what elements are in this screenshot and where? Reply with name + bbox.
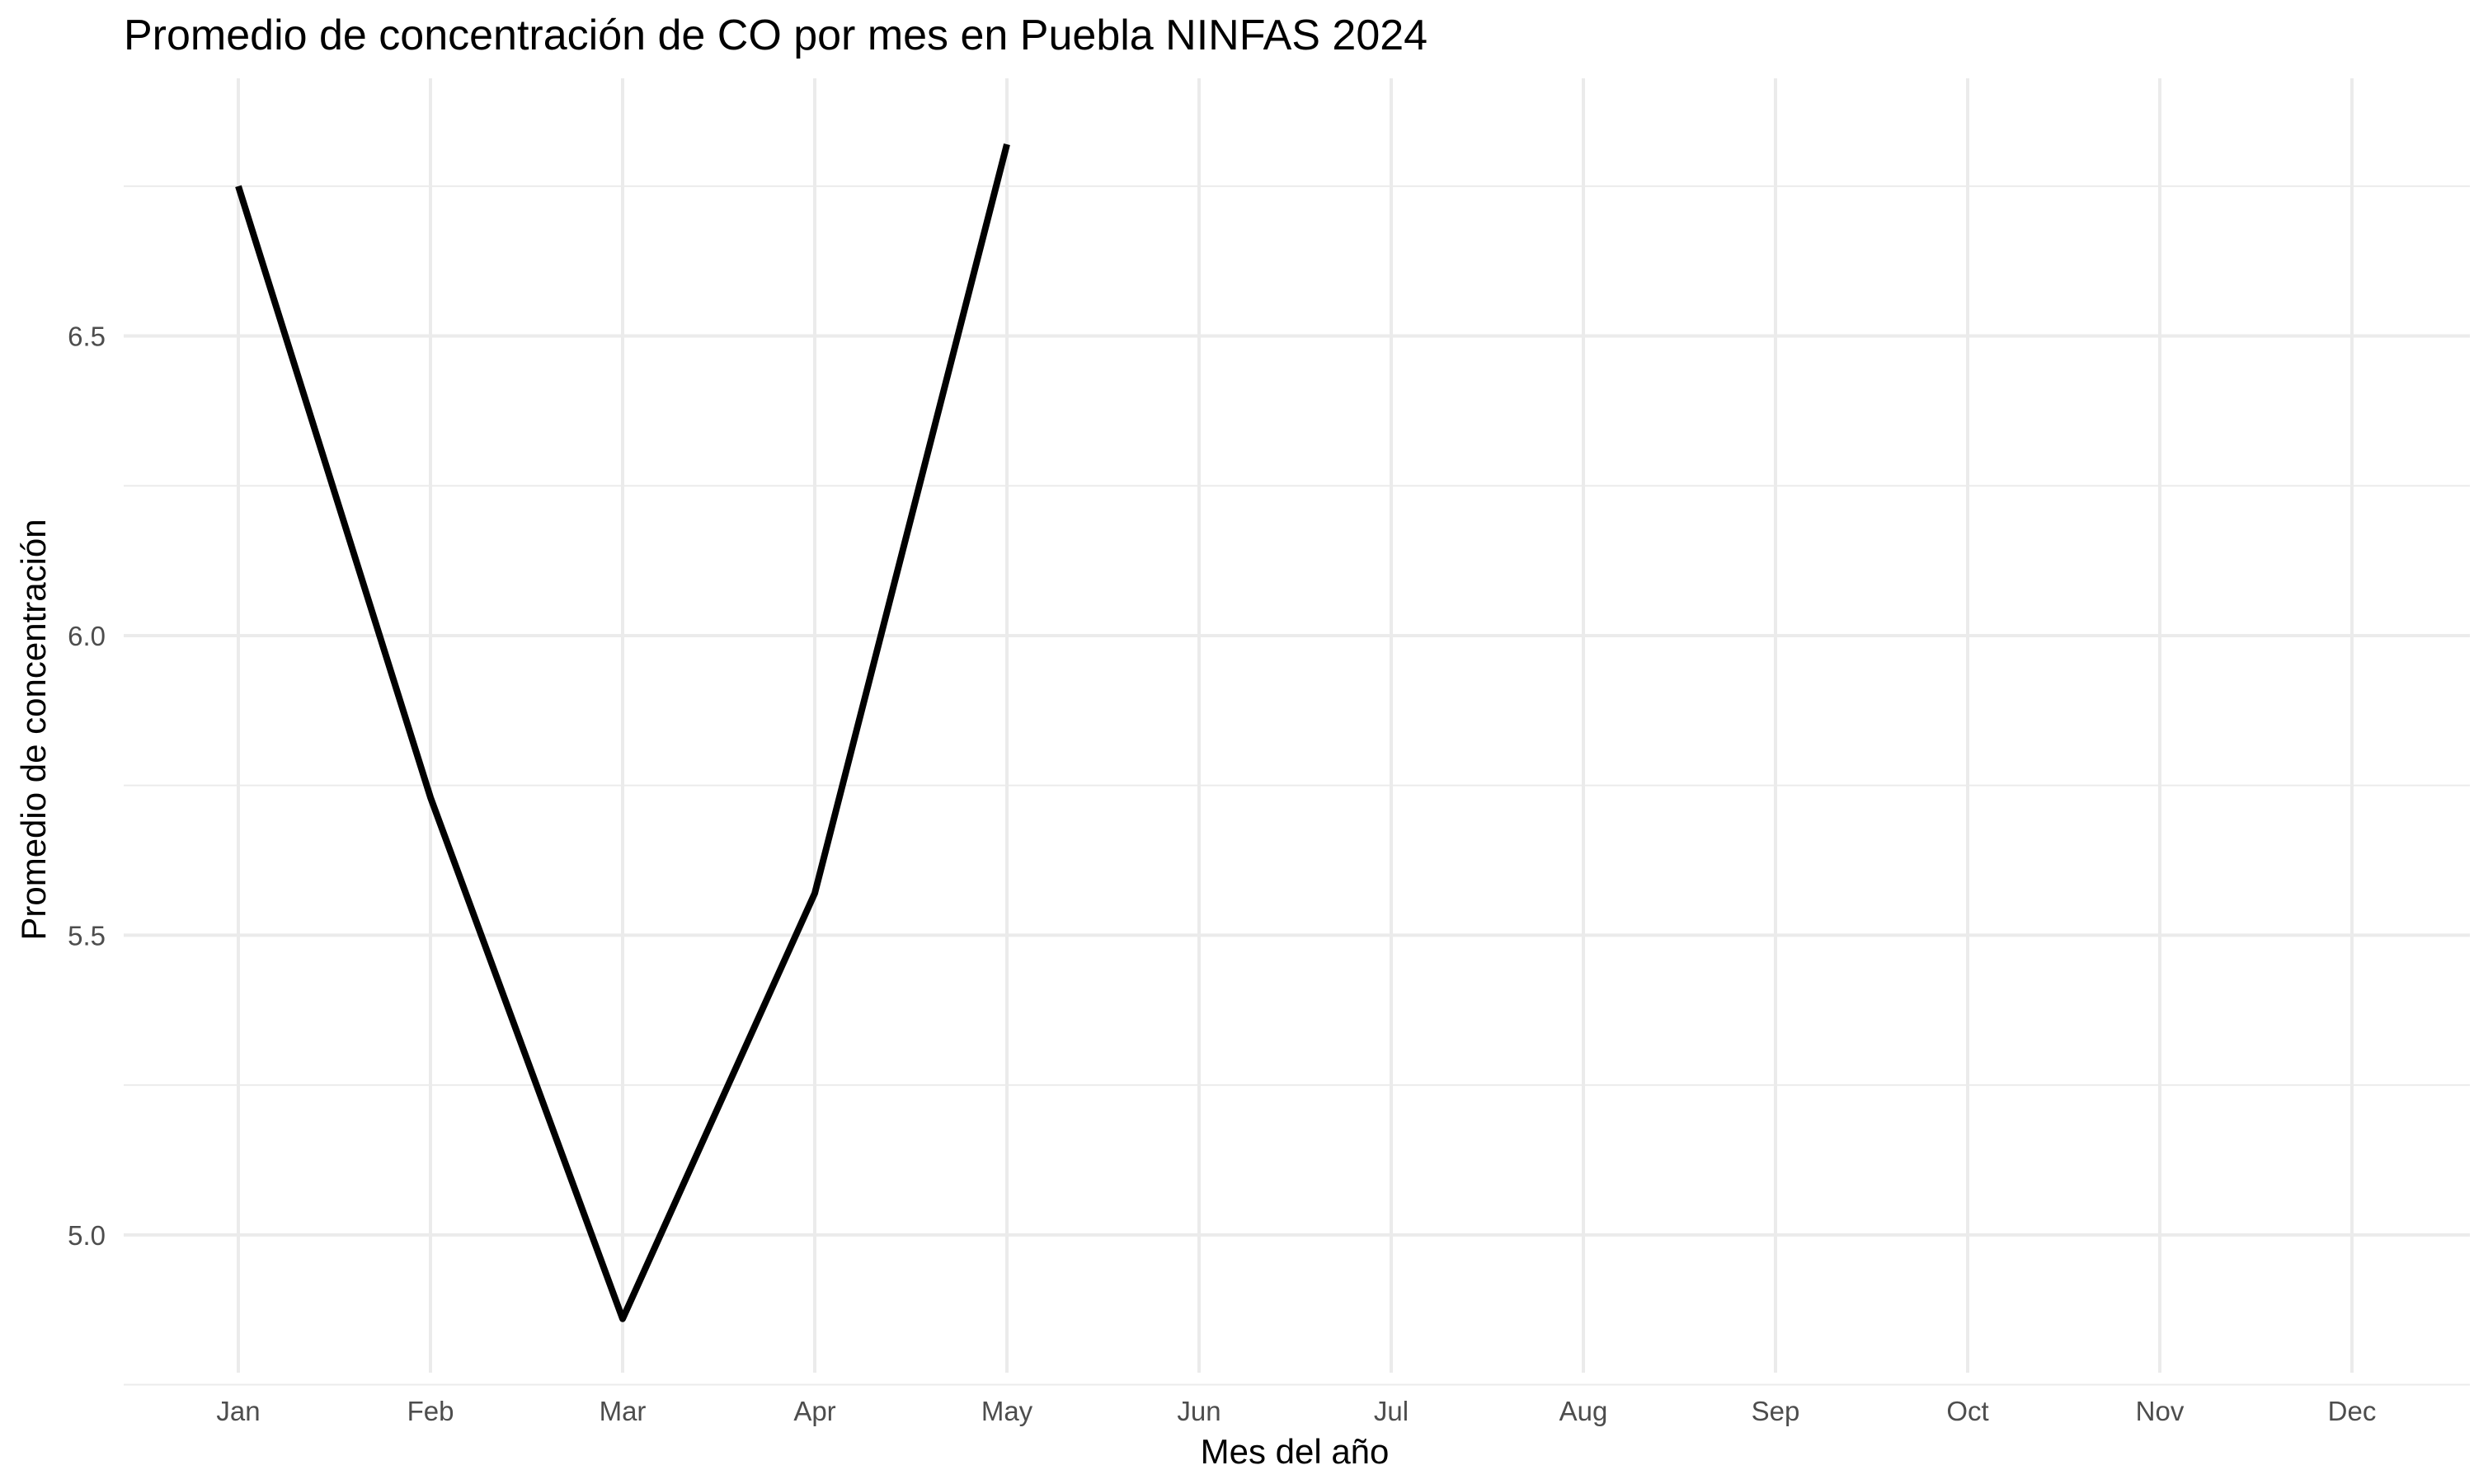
grid-layer: [124, 78, 2470, 1386]
x-tick-label: Apr: [793, 1396, 835, 1426]
series-line: [235, 143, 1010, 1322]
x-tick-label: Nov: [2136, 1396, 2185, 1426]
y-tick-label: 6.0: [68, 621, 106, 651]
x-axis-tick-labels: Jan Feb Mar Apr May Jun Jul Aug Sep Oct Nov Dec: [216, 1396, 2376, 1426]
x-tick-label: Sep: [1752, 1396, 1800, 1426]
x-tick-label: Oct: [1946, 1396, 1988, 1426]
x-tick-label: Jul: [1374, 1396, 1409, 1426]
x-tick-label: Mar: [600, 1396, 647, 1426]
x-tick-label: Aug: [1559, 1396, 1608, 1426]
y-tick-label: 5.5: [68, 920, 106, 951]
x-axis-title: Mes del año: [1201, 1432, 1390, 1471]
chart-title: Promedio de concentración de CO por mes …: [124, 12, 1427, 59]
x-tick-label: Feb: [407, 1396, 454, 1426]
x-tick-label: Dec: [2328, 1396, 2377, 1426]
y-axis-title: Promedio de concentración: [14, 519, 53, 940]
x-tick-label: Jun: [1177, 1396, 1221, 1426]
y-axis-tick-labels: 5.0 5.5 6.0 6.5: [68, 322, 106, 1251]
series-layer: [235, 143, 1010, 1322]
y-tick-label: 5.0: [68, 1220, 106, 1251]
x-tick-label: Jan: [216, 1396, 260, 1426]
y-tick-label: 6.5: [68, 322, 106, 352]
x-tick-label: May: [981, 1396, 1033, 1426]
